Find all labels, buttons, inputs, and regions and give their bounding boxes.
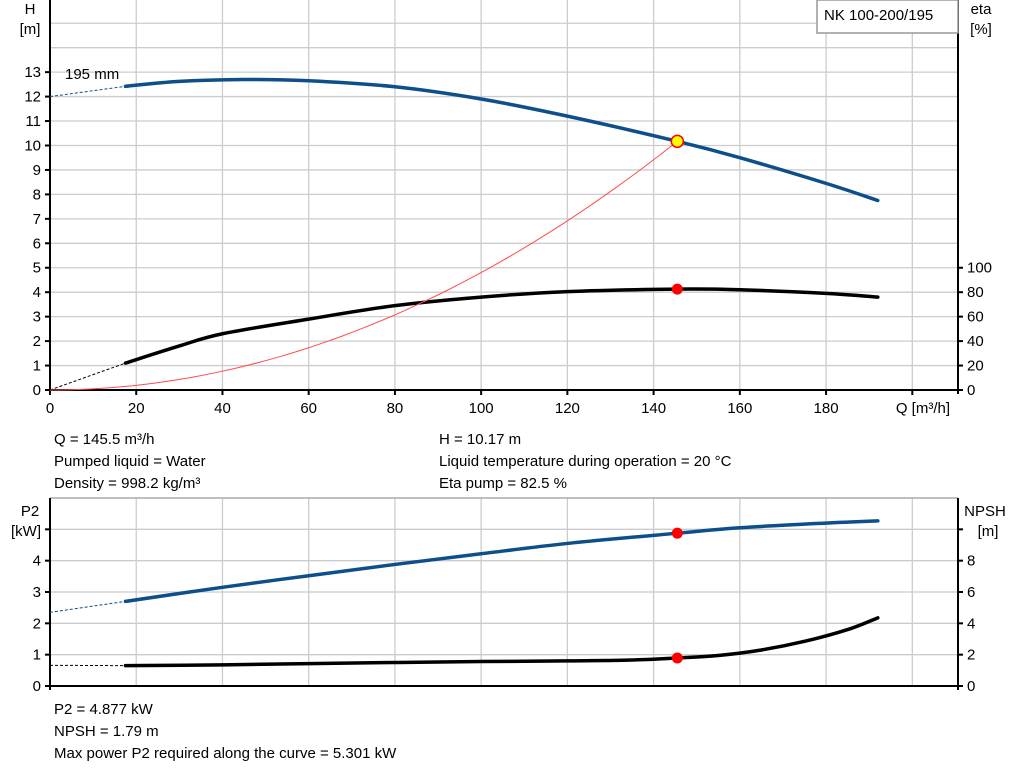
info-top-right: H = 10.17 m Liquid temperature during op… bbox=[439, 429, 731, 495]
y-tick-label: 13 bbox=[24, 64, 41, 81]
x-tick-label: 60 bbox=[300, 400, 317, 417]
eta-curve-extrapolated bbox=[49, 362, 126, 391]
info-npsh: NPSH = 1.79 m bbox=[54, 723, 159, 740]
y-tick-label: 1 bbox=[33, 358, 41, 375]
y-tick-label: 3 bbox=[33, 309, 41, 326]
info-p2: P2 = 4.877 kW bbox=[54, 701, 153, 718]
x-axis-title: Q [m³/h] bbox=[896, 400, 950, 417]
x-tick-label: 80 bbox=[387, 400, 404, 417]
y-tick-label: 8 bbox=[33, 186, 41, 203]
y-tick-label: 2 bbox=[33, 333, 41, 350]
y-tick-label: 4 bbox=[33, 553, 41, 570]
duty-point-npsh bbox=[671, 652, 683, 664]
y-tick-label: 3 bbox=[33, 584, 41, 601]
info-density: Density = 998.2 kg/m³ bbox=[54, 475, 201, 492]
x-tick-label: 40 bbox=[214, 400, 231, 417]
y2-tick-label: 2 bbox=[967, 647, 975, 664]
y-tick-label: 12 bbox=[24, 89, 41, 106]
chart-title: NK 100-200/195 bbox=[824, 7, 933, 24]
y-tick-label: 5 bbox=[33, 260, 41, 277]
info-eta: Eta pump = 82.5 % bbox=[439, 475, 567, 492]
y-axis-unit: [kW] bbox=[11, 523, 41, 540]
y-tick-label: 4 bbox=[33, 284, 41, 301]
y2-axis-title: eta bbox=[971, 1, 993, 18]
impeller-diameter-label: 195 mm bbox=[65, 66, 119, 83]
x-tick-label: 180 bbox=[814, 400, 839, 417]
head-curve bbox=[123, 77, 880, 203]
x-tick-label: 160 bbox=[727, 400, 752, 417]
y-tick-label: 6 bbox=[33, 235, 41, 252]
npsh-curve bbox=[123, 616, 880, 668]
x-tick-label: 140 bbox=[641, 400, 666, 417]
info-flow: Q = 145.5 m³/h bbox=[54, 431, 155, 448]
x-tick-label: 0 bbox=[46, 400, 54, 417]
y-tick-label: 9 bbox=[33, 162, 41, 179]
x-tick-label: 100 bbox=[469, 400, 494, 417]
y2-tick-label: 0 bbox=[967, 678, 975, 695]
y2-tick-label: 6 bbox=[967, 584, 975, 601]
y2-tick-label: 0 bbox=[967, 382, 975, 399]
y2-tick-label: 8 bbox=[967, 553, 975, 570]
panel-1 bbox=[45, 497, 963, 690]
info-temperature: Liquid temperature during operation = 20… bbox=[439, 453, 732, 470]
p2-curve-extrapolated bbox=[49, 600, 126, 613]
y-axis-title: P2 bbox=[21, 503, 39, 520]
y-tick-label: 11 bbox=[25, 113, 41, 130]
title-box bbox=[816, 0, 959, 34]
y2-tick-label: 60 bbox=[967, 309, 984, 326]
duty-point-eta bbox=[671, 283, 683, 295]
p2-curve bbox=[123, 519, 880, 604]
info-top-left: Q = 145.5 m³/h Pumped liquid = Water Den… bbox=[54, 429, 206, 495]
panel-0 bbox=[45, 0, 963, 395]
head-curve-extrapolated bbox=[49, 85, 126, 98]
y-tick-label: 2 bbox=[33, 615, 41, 632]
info-liquid: Pumped liquid = Water bbox=[54, 453, 206, 470]
y2-tick-label: 40 bbox=[967, 333, 984, 350]
y2-tick-label: 20 bbox=[967, 358, 984, 375]
y2-tick-label: 80 bbox=[967, 284, 984, 301]
duty-point-head bbox=[670, 134, 685, 149]
y2-tick-label: 100 bbox=[967, 260, 992, 277]
info-max-power: Max power P2 required along the curve = … bbox=[54, 745, 397, 762]
x-tick-label: 20 bbox=[128, 400, 145, 417]
y-tick-label: 0 bbox=[33, 678, 41, 695]
y2-axis-unit: [m] bbox=[978, 523, 999, 540]
eta-curve bbox=[123, 287, 880, 365]
info-bottom: P2 = 4.877 kW NPSH = 1.79 m Max power P2… bbox=[54, 699, 396, 765]
x-tick-label: 120 bbox=[555, 400, 580, 417]
y-tick-label: 10 bbox=[24, 137, 41, 154]
y-axis-title: H bbox=[25, 1, 36, 18]
info-head: H = 10.17 m bbox=[439, 431, 522, 448]
y2-axis-unit: [%] bbox=[970, 21, 992, 38]
system-curve bbox=[49, 140, 678, 391]
y-axis-unit: [m] bbox=[20, 21, 41, 38]
y-tick-label: 0 bbox=[33, 382, 41, 399]
y-tick-label: 1 bbox=[33, 647, 41, 664]
y2-tick-label: 4 bbox=[967, 615, 975, 632]
y2-axis-title: NPSH bbox=[964, 503, 1006, 520]
y-tick-label: 7 bbox=[33, 211, 41, 228]
duty-point-p2 bbox=[671, 527, 683, 539]
